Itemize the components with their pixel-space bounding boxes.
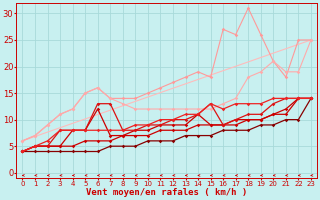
X-axis label: Vent moyen/en rafales ( km/h ): Vent moyen/en rafales ( km/h ) [86, 188, 247, 197]
